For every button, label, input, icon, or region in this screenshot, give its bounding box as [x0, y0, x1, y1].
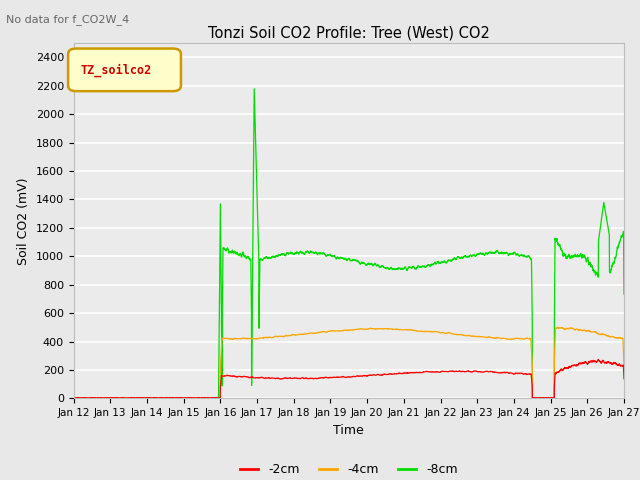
-8cm — [568, 255, 576, 261]
-2cm — [620, 373, 628, 379]
-4cm — [223, 336, 231, 341]
Legend: -2cm, -4cm, -8cm: -2cm, -4cm, -8cm — [235, 458, 463, 480]
Title: Tonzi Soil CO2 Profile: Tree (West) CO2: Tonzi Soil CO2 Profile: Tree (West) CO2 — [208, 25, 490, 41]
Line: -4cm: -4cm — [74, 327, 624, 398]
-4cm — [620, 359, 628, 365]
-4cm — [403, 327, 410, 333]
-4cm — [568, 325, 576, 331]
-2cm — [70, 395, 77, 401]
-4cm — [620, 363, 628, 369]
-8cm — [250, 86, 258, 92]
-8cm — [412, 266, 420, 272]
Text: No data for f_CO2W_4: No data for f_CO2W_4 — [6, 14, 130, 25]
Line: -2cm: -2cm — [74, 360, 624, 398]
-2cm — [403, 370, 410, 376]
-2cm — [620, 376, 628, 382]
Text: TZ_soilco2: TZ_soilco2 — [80, 63, 152, 76]
-8cm — [223, 245, 231, 251]
-2cm — [188, 395, 195, 401]
FancyBboxPatch shape — [68, 48, 181, 91]
-4cm — [412, 328, 420, 334]
-2cm — [595, 357, 602, 362]
-8cm — [70, 395, 77, 401]
-4cm — [70, 396, 77, 401]
-8cm — [132, 396, 140, 401]
-8cm — [620, 291, 628, 297]
Y-axis label: Soil CO2 (mV): Soil CO2 (mV) — [17, 177, 30, 264]
-2cm — [412, 370, 420, 375]
-4cm — [188, 396, 195, 401]
-2cm — [223, 372, 231, 378]
-8cm — [620, 271, 628, 276]
-2cm — [568, 363, 576, 369]
-4cm — [161, 396, 169, 401]
Line: -8cm: -8cm — [74, 89, 624, 398]
-4cm — [554, 324, 561, 330]
X-axis label: Time: Time — [333, 424, 364, 437]
-8cm — [188, 396, 195, 401]
-8cm — [403, 267, 410, 273]
-2cm — [110, 396, 118, 401]
